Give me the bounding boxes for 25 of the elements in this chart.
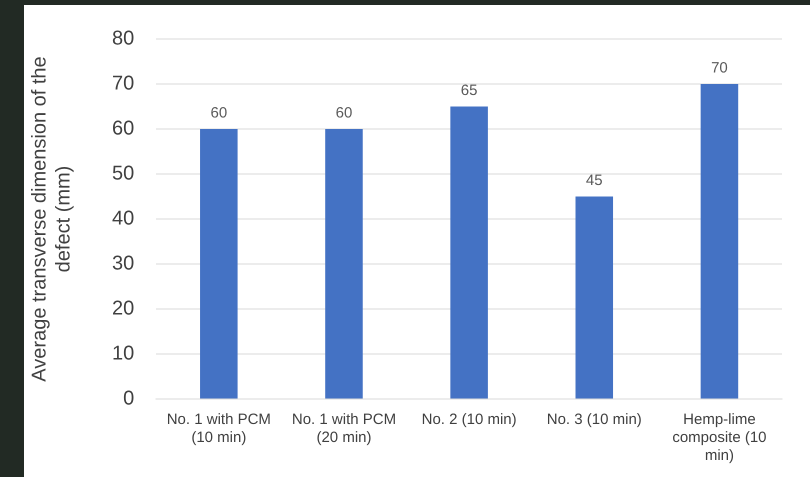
bar bbox=[576, 196, 614, 398]
y-tick-label: 40 bbox=[112, 208, 134, 230]
bar bbox=[200, 129, 238, 398]
y-tick-label: 10 bbox=[112, 342, 134, 365]
y-tick-label: 70 bbox=[112, 72, 134, 95]
y-tick-label: 50 bbox=[112, 162, 134, 185]
bar bbox=[700, 84, 738, 398]
y-tick-label: 0 bbox=[123, 388, 134, 410]
y-tick-label: 30 bbox=[112, 252, 134, 275]
data-label: 60 bbox=[210, 104, 228, 122]
data-label: 65 bbox=[460, 82, 478, 100]
x-tick-label: No. 2 (10 min) bbox=[422, 411, 517, 428]
data-label: 45 bbox=[586, 172, 603, 190]
y-axis-title: Average transverse dimension of the defect (mm) bbox=[28, 56, 75, 382]
x-tick-label: No. 1 with PCM (10 min) bbox=[166, 411, 271, 446]
y-tick-label: 20 bbox=[112, 298, 134, 320]
x-tick-label: Hemp-lime composite (10 min) bbox=[672, 411, 767, 464]
bar bbox=[325, 129, 363, 398]
y-tick-label: 80 bbox=[112, 28, 134, 50]
x-tick-label: No. 3 (10 min) bbox=[546, 411, 642, 428]
x-tick-label: No. 1 with PCM (20 min) bbox=[292, 411, 396, 446]
data-label: 70 bbox=[711, 60, 728, 77]
data-label: 60 bbox=[336, 104, 352, 122]
bar bbox=[450, 106, 488, 398]
y-tick-label: 60 bbox=[112, 118, 134, 140]
